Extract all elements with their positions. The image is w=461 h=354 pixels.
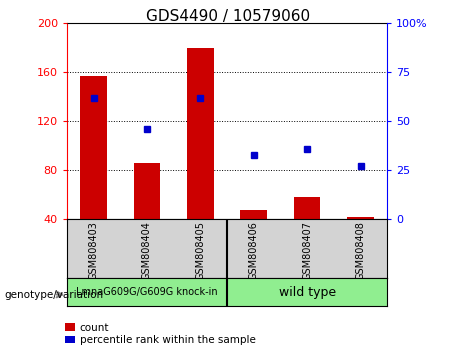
Text: GSM808405: GSM808405: [195, 221, 205, 280]
Text: GSM808403: GSM808403: [89, 221, 99, 280]
Bar: [80, 76, 107, 219]
Bar: [347, 217, 374, 219]
Text: wild type: wild type: [278, 286, 336, 298]
Bar: [240, 210, 267, 219]
Legend: count, percentile rank within the sample: count, percentile rank within the sample: [65, 322, 255, 345]
Bar: [294, 198, 320, 219]
Text: GSM808408: GSM808408: [355, 221, 366, 280]
Text: GSM808407: GSM808407: [302, 221, 312, 280]
Text: LmnaG609G/G609G knock-in: LmnaG609G/G609G knock-in: [76, 287, 218, 297]
Text: GSM808404: GSM808404: [142, 221, 152, 280]
Bar: [187, 47, 214, 219]
Text: GDS4490 / 10579060: GDS4490 / 10579060: [146, 9, 310, 24]
Text: genotype/variation: genotype/variation: [5, 290, 104, 299]
Bar: [134, 163, 160, 219]
Text: GSM808406: GSM808406: [249, 221, 259, 280]
